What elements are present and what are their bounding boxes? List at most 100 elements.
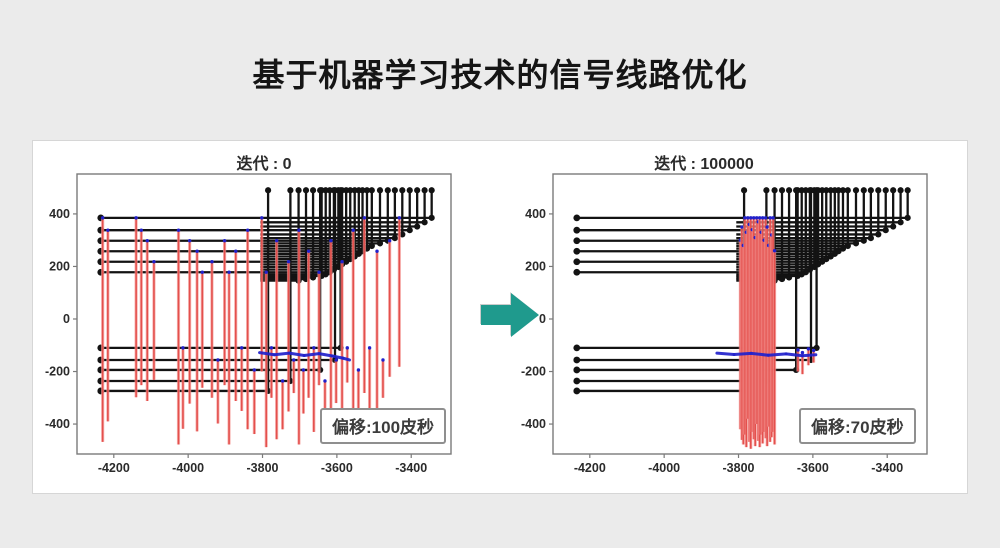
net-top-pin-dot (882, 187, 889, 194)
net-left-pin-dot (573, 268, 581, 276)
y-tick-label: -400 (521, 417, 546, 431)
net-corner-dot (406, 227, 413, 234)
net-corner-dot (376, 240, 384, 247)
y-tick-label: -400 (45, 417, 70, 431)
net-corner-dot (875, 231, 882, 238)
stem-top-marker (227, 270, 231, 274)
net-top-pin-dot (264, 187, 272, 194)
net-top-pin-dot (771, 187, 778, 194)
net-corner-dot (844, 242, 851, 250)
stem-top-marker (743, 216, 747, 220)
blue-band-segment (330, 354, 345, 360)
net-top-pin-dot (860, 187, 867, 194)
stem-top-marker (312, 346, 316, 350)
net-left-pin-dot (573, 377, 581, 385)
stem-top-marker (806, 347, 811, 351)
stem-top-marker (334, 358, 338, 362)
net-top-pin-dot (399, 187, 406, 194)
stem-top-marker (329, 239, 333, 243)
net-top-pin-dot (331, 187, 339, 194)
net-top-pin-dot (295, 187, 302, 194)
x-tick-label: -4000 (648, 461, 680, 475)
net-corner-dot (391, 234, 398, 242)
right-chart-plot: -4200 -4000 -3800 -3600 -3400 400 200 0 -200 -400 (521, 173, 928, 475)
net-corner-dot (882, 227, 889, 234)
stem-top-marker (345, 346, 349, 350)
net-corner-dot (414, 223, 421, 230)
stem-top-marker (752, 216, 756, 220)
content-panel: 迭代 : 0 迭代 : 100000 -4200 -4000 -3800 -3600-… (32, 140, 968, 494)
net-corner-dot (867, 234, 874, 242)
y-tick-label: 200 (525, 259, 546, 273)
net-top-pin-dot (867, 187, 874, 194)
x-tick-label: -3600 (321, 461, 353, 475)
net-top-pin-dot (309, 187, 317, 194)
stem-top-marker (195, 249, 199, 253)
stem-top-marker (397, 216, 402, 220)
x-tick-label: -4200 (98, 461, 130, 475)
x-tick-label: -3800 (247, 461, 279, 475)
stem-top-marker (210, 260, 214, 264)
blue-band-segment (287, 351, 306, 358)
left-chart-title: 迭代 : 0 (236, 156, 292, 173)
stem-top-marker (755, 216, 759, 220)
stem-top-marker (375, 249, 379, 253)
net-corner-dot (827, 253, 834, 260)
net-top-pin-dot (844, 187, 851, 194)
net-left-pin-dot (573, 356, 581, 364)
stem-top-marker (765, 225, 769, 229)
net-top-pin-dot (368, 187, 375, 194)
stem-top-marker (387, 239, 392, 243)
net-top-pin-dot (875, 187, 882, 194)
x-tick-label: -3400 (871, 461, 903, 475)
stem-top-marker (317, 270, 321, 274)
net-top-pin-dot (428, 187, 435, 194)
blue-band-segment (732, 351, 753, 356)
stem-top-marker (292, 358, 296, 362)
stem-top-marker (811, 348, 816, 353)
transition-arrow (481, 291, 543, 339)
net-corner-dot (428, 214, 435, 221)
net-top-pin-dot (852, 187, 860, 194)
stem-top-marker (746, 216, 750, 220)
blue-band-segment (766, 352, 788, 357)
stem-top-marker (200, 270, 204, 274)
net-corner-dot (860, 237, 867, 244)
net-left-pin-dot (573, 387, 581, 395)
blue-band-segment (749, 351, 770, 357)
stem-top-marker (139, 228, 144, 232)
net-top-pin-dot (363, 187, 371, 194)
net-left-pin-dot (573, 247, 581, 255)
stem-top-marker (323, 379, 327, 383)
stem-top-marker (286, 260, 291, 264)
net-corner-dot (897, 219, 904, 226)
y-tick-label: 200 (49, 259, 70, 273)
net-top-pin-dot (351, 187, 358, 194)
y-tick-label: 0 (63, 312, 70, 326)
blue-band-segment (258, 351, 276, 357)
blue-band-segment (341, 356, 352, 362)
net-top-pin-dot (778, 187, 786, 194)
net-top-pin-dot (337, 187, 344, 194)
net-corner-dot (309, 274, 317, 281)
stem-top-marker (216, 358, 220, 362)
stem-top-marker (740, 225, 744, 229)
x-tick-label: -3400 (395, 461, 427, 475)
net-corner-dot (813, 344, 820, 351)
stem-top-marker (106, 228, 110, 232)
stem-top-marker (152, 260, 156, 264)
net-top-pin-dot (827, 187, 834, 194)
stem-top-marker (301, 368, 306, 372)
net-top-pin-dot (813, 187, 820, 194)
net-top-pin-dot (421, 187, 428, 194)
stem-top-marker (362, 216, 367, 220)
stem-top-marker (100, 216, 105, 220)
stem-top-marker (760, 216, 765, 220)
right-offset-label: 偏移:70皮秒 (799, 408, 916, 444)
left-offset-label: 偏移:100皮秒 (320, 408, 447, 444)
stem-top-marker (297, 228, 301, 232)
stem-top-marker (252, 368, 257, 372)
net-corner-dot (368, 242, 375, 250)
blue-band-segment (784, 352, 804, 358)
x-tick-label: -3600 (797, 461, 829, 475)
